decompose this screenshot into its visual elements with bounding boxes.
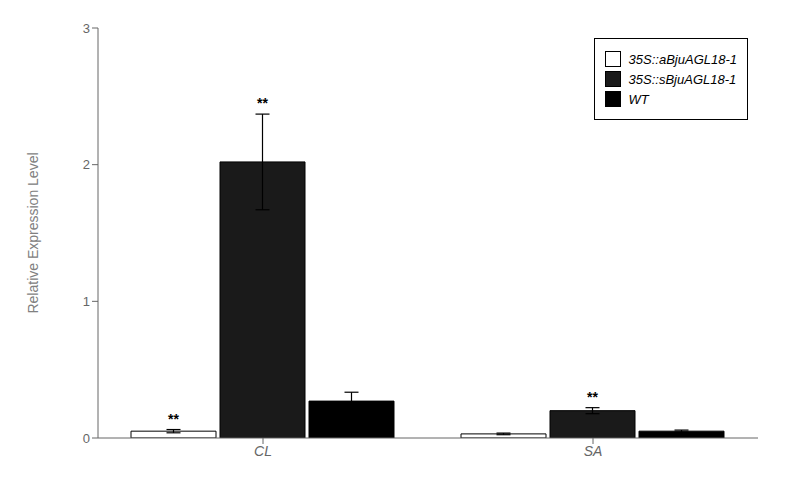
svg-text:**: **	[257, 95, 268, 111]
html-text:35S::aBjuAGL18-1: 35S::aBjuAGL18-1	[628, 51, 737, 67]
svg-text:0: 0	[83, 431, 90, 446]
svg-text:**: **	[168, 411, 179, 427]
html-text:WT: WT	[628, 91, 649, 107]
svg-text:Relative Expression Level: Relative Expression Level	[25, 152, 41, 313]
html-text:35S::sBjuAGL18-1: 35S::sBjuAGL18-1	[628, 71, 737, 87]
svg-text:CL: CL	[254, 443, 272, 459]
svg-text:3: 3	[83, 21, 90, 36]
svg-text:SA: SA	[584, 443, 603, 459]
svg-text:1: 1	[83, 294, 90, 309]
svg-text:2: 2	[83, 157, 90, 172]
svg-text:**: **	[587, 389, 598, 405]
